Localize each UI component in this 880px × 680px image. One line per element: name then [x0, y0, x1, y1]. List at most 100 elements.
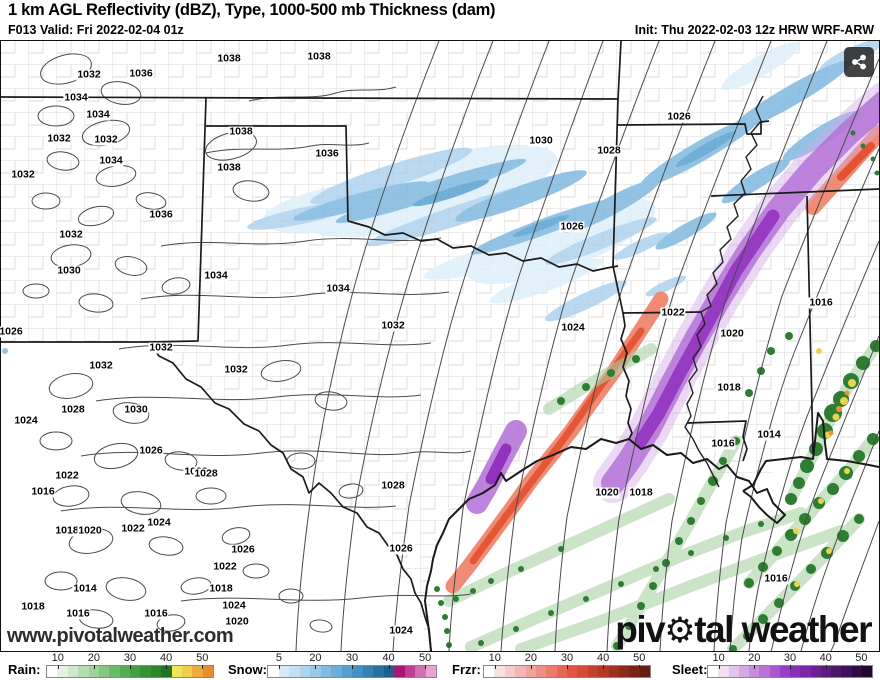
legend-tick-mark — [425, 665, 427, 669]
ramp-cell — [425, 666, 436, 677]
legend-tick-mark — [494, 665, 496, 669]
legend-tick-label: 40 — [596, 652, 610, 664]
legend-label: Snow: — [228, 662, 267, 677]
legend-tick-label: 30 — [783, 652, 797, 664]
ramp-cell — [810, 666, 821, 677]
share-button[interactable] — [844, 47, 874, 77]
ramp-cell — [728, 666, 739, 677]
thickness-contours — [22, 41, 879, 651]
ramp-cell — [759, 666, 770, 677]
legend-tick-mark — [93, 665, 95, 669]
legend-group-snow: Snow: 5 20 30 40 50 — [228, 652, 437, 680]
legend-tick-mark — [790, 665, 791, 669]
legend-tick-mark — [718, 665, 720, 669]
ramp-cell — [119, 666, 130, 677]
ramp-cell — [515, 666, 526, 677]
page-title: 1 km AGL Reflectivity (dBZ), Type, 1000-… — [8, 1, 496, 19]
legend-tick-mark — [567, 665, 568, 669]
legend-tick-label: 10 — [51, 652, 64, 664]
legend-color-ramp — [46, 665, 214, 678]
ramp-cell — [268, 666, 279, 677]
legend-tick-label: 10 — [712, 652, 725, 664]
ramp-cell — [738, 666, 749, 677]
legend-color-ramp — [267, 665, 437, 678]
ramp-cell — [790, 666, 801, 677]
legend-tick-label: 20 — [524, 652, 537, 664]
ramp-cell — [525, 666, 536, 677]
legend-tick-label: 40 — [382, 652, 395, 664]
ramp-cell — [161, 666, 172, 677]
ramp-cell — [618, 666, 630, 677]
ramp-cell — [800, 666, 811, 677]
ramp-cell — [639, 666, 650, 677]
ramp-cell — [831, 666, 842, 677]
legend-tick-label: 40 — [159, 652, 173, 664]
legend-group-frzr: Frzr: 10 20 30 40 50 — [452, 652, 651, 680]
ramp-cell — [494, 666, 505, 677]
ramp-cell — [78, 666, 89, 677]
ramp-cell — [841, 666, 852, 677]
sleet-band — [466, 82, 879, 514]
watermark: www.pivotalweather.com — [7, 625, 234, 647]
legend-tick-label: 50 — [855, 652, 868, 664]
ramp-cell — [171, 666, 182, 677]
ramp-cell — [331, 666, 342, 677]
gear-icon: ⚙ — [664, 611, 696, 650]
map-header: 1 km AGL Reflectivity (dBZ), Type, 1000-… — [0, 0, 880, 40]
ramp-cell — [181, 666, 193, 677]
legend-tick-label: 30 — [560, 652, 574, 664]
forecast-map: 1032 1036 1038 1034 1034 1032 1032 1034 1032 1038… — [0, 40, 880, 652]
legend-label: Frzr: — [452, 662, 481, 677]
legend-tick-mark — [130, 665, 131, 669]
precip-type-legend: Rain: 10 20 30 40 50 Snow: 5 20 30 40 50 Frzr: 10 20 30… — [0, 652, 880, 680]
ramp-cell — [310, 666, 321, 677]
ramp-cell — [192, 666, 203, 677]
legend-tick-mark — [278, 665, 280, 669]
legend-tick-label: 20 — [87, 652, 100, 664]
legend-color-ramp — [483, 665, 651, 678]
ramp-cell — [861, 666, 872, 677]
ramp-cell — [47, 666, 58, 677]
legend-tick-label: 30 — [345, 652, 359, 664]
legend-tick-label: 50 — [196, 652, 209, 664]
ramp-cell — [608, 666, 619, 677]
legend-tick-mark — [754, 665, 756, 669]
ramp-cell — [504, 666, 516, 677]
ramp-cell — [362, 666, 373, 677]
ramp-cell — [629, 666, 640, 677]
legend-tick-mark — [603, 665, 605, 669]
legend-tick-mark — [530, 665, 532, 669]
legend-tick-mark — [861, 665, 863, 669]
ramp-cell — [394, 666, 405, 677]
ramp-cell — [769, 666, 780, 677]
ramp-cell — [289, 666, 300, 677]
ramp-cell — [299, 666, 310, 677]
ramp-cell — [67, 666, 79, 677]
snow-areas — [2, 41, 879, 354]
legend-tick-label: 50 — [633, 652, 646, 664]
legend-tick-label: 20 — [309, 652, 322, 664]
ramp-cell — [556, 666, 567, 677]
legend-tick-mark — [166, 665, 168, 669]
mississippi-river — [684, 95, 764, 488]
legend-tick-label: 20 — [748, 652, 761, 664]
ramp-cell — [341, 666, 352, 677]
ramp-cell — [577, 666, 588, 677]
ramp-cell — [57, 666, 68, 677]
ramp-cell — [415, 666, 426, 677]
legend-tick-mark — [315, 665, 317, 669]
heavy-rain-cells — [793, 348, 856, 587]
legend-tick-mark — [202, 665, 204, 669]
ramp-cell — [130, 666, 141, 677]
ramp-cell — [779, 666, 790, 677]
legend-tick-mark — [825, 665, 827, 669]
ramp-cell — [352, 666, 363, 677]
ramp-cell — [546, 666, 557, 677]
state-borders — [1, 41, 879, 651]
ramp-cell — [587, 666, 599, 677]
ramp-cell — [708, 666, 719, 677]
ramp-cell — [202, 666, 213, 677]
legend-group-sleet: Sleet: 10 20 30 40 50 — [672, 652, 873, 680]
legend-tick-mark — [388, 665, 390, 669]
